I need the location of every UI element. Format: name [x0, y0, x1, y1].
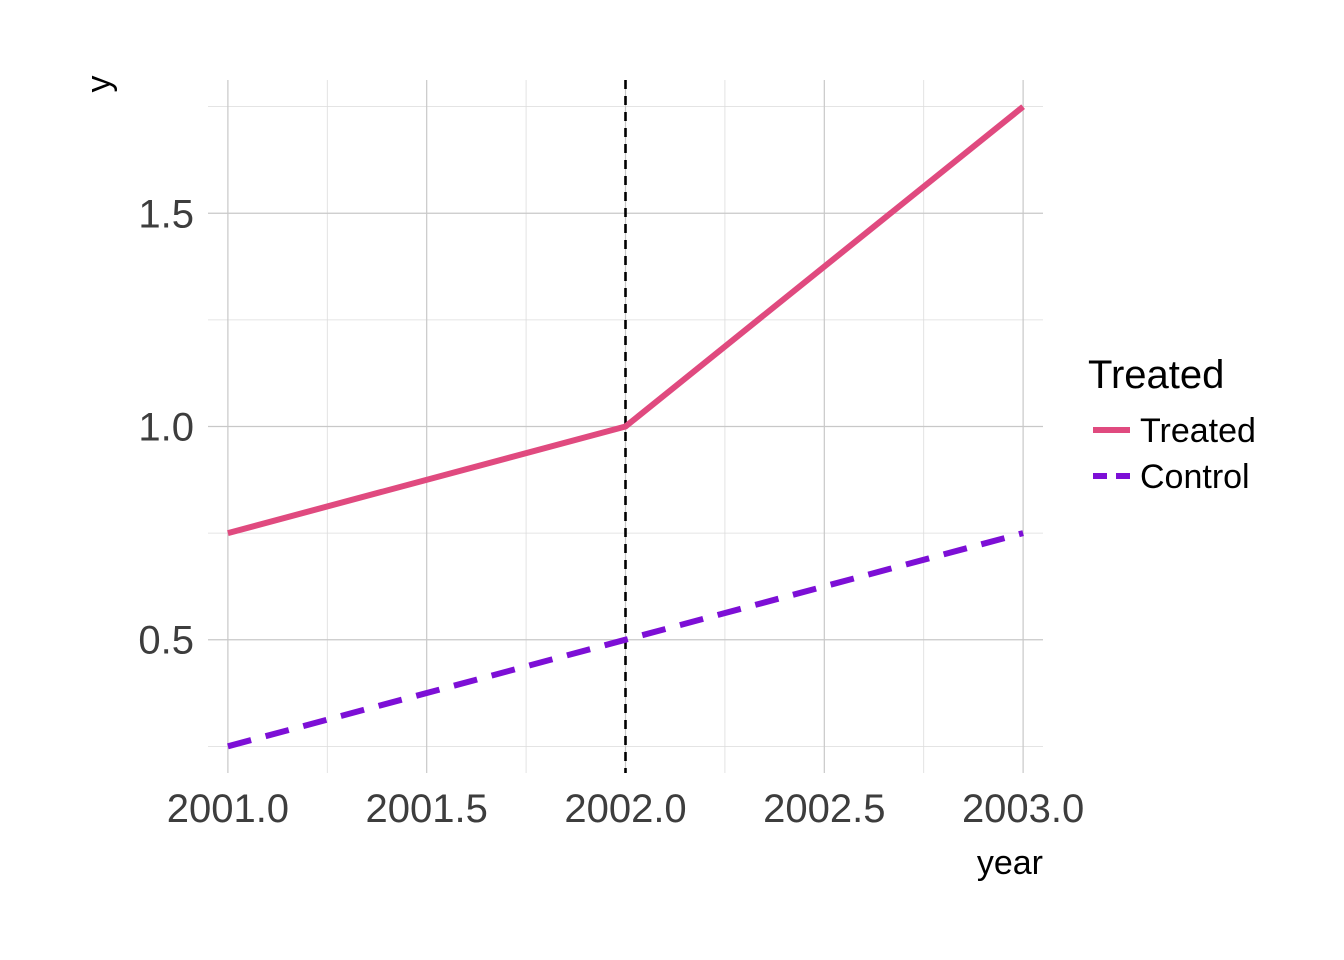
x-tick-label: 2002.5 — [763, 787, 885, 831]
y-tick-label: 0.5 — [138, 619, 194, 663]
y-axis-title: y — [80, 76, 118, 93]
x-tick-label: 2003.0 — [962, 787, 1084, 831]
legend-label-control: Control — [1140, 458, 1250, 496]
series-line-treated — [227, 104, 1025, 536]
tick-labels: 2001.0 2001.5 2002.0 2002.5 2003.0 0.5 1.0 1.5 — [138, 192, 1084, 831]
x-tick-label: 2002.0 — [564, 787, 686, 831]
legend-title: Treated — [1088, 353, 1224, 397]
x-axis-title: year — [977, 844, 1043, 882]
series-line-control — [227, 530, 1024, 750]
y-tick-label: 1.5 — [138, 192, 194, 236]
legend-label-treated: Treated — [1140, 412, 1256, 450]
x-tick-label: 2001.0 — [167, 787, 289, 831]
y-tick-label: 1.0 — [138, 406, 194, 450]
x-tick-label: 2001.5 — [366, 787, 488, 831]
legend: Treated Treated Control — [1088, 353, 1256, 496]
legend-entries: Treated Control — [1093, 412, 1256, 496]
series-layer — [227, 104, 1025, 750]
